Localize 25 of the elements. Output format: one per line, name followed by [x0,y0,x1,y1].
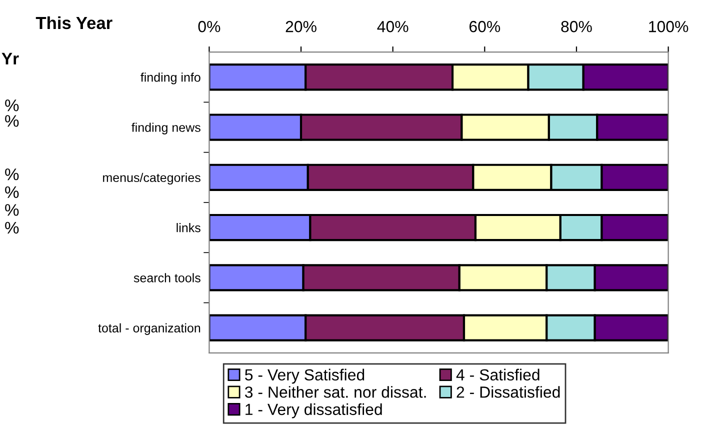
chart-title: This Year [36,16,112,30]
x-tick-label: 40% [377,20,408,32]
x-tick-label: 100% [649,20,688,32]
text: Yr [2,52,19,64]
y-tick-label: total - organization [98,323,200,335]
x-tick-label: 80% [561,20,592,32]
x-tick-label: 20% [286,20,316,32]
legend-label: 3 - Neither sat. nor dissat. [244,386,426,398]
text: % [5,115,19,127]
legend-label: 4 - Satisfied [456,368,540,381]
y-tick-label: finding news [132,122,200,134]
legend-label: 2 - Dissatisfied [456,386,560,398]
text: % [5,100,19,112]
x-tick-label: 0% [198,20,220,32]
y-tick-label: menus/categories [103,172,200,185]
text: % [5,204,19,216]
text: % [5,222,19,234]
y-tick-label: search tools [134,273,200,282]
legend-label: 1 - Very dissatisfied [246,403,382,418]
y-tick-label: finding info [140,72,200,84]
text: % [5,186,19,198]
legend-label: 5 - Very Satisfied [245,368,364,384]
y-tick-label: links [176,223,200,232]
text: % [5,168,19,180]
x-tick-label: 60% [469,20,500,32]
